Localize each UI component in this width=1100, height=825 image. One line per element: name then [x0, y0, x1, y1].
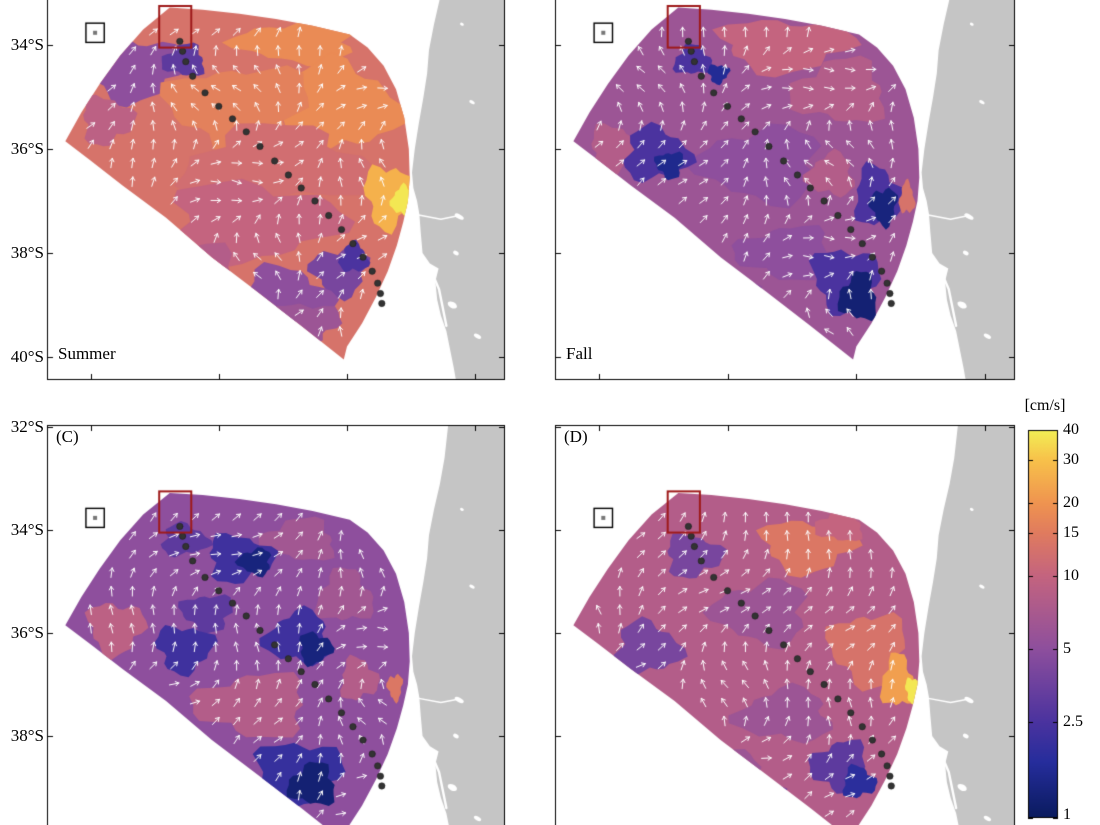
colorbar-tick-20: 20	[1063, 494, 1079, 511]
panel-label-c: (C)	[56, 427, 79, 446]
ytick-label-36s-bottom: 36°S	[10, 623, 44, 642]
ytick-label-34s-bottom: 34°S	[10, 520, 44, 539]
panel-label-fall: Fall	[566, 344, 593, 363]
colorbar-tick-1: 1	[1063, 806, 1071, 823]
ytick-label-34s-top: 34°S	[10, 35, 44, 54]
colorbar-tick-40: 40	[1063, 421, 1079, 438]
colorbar-tick-5: 5	[1063, 640, 1071, 657]
ytick-label-32s-bottom: 32°S	[10, 417, 44, 436]
ytick-label-40s-top: 40°S	[10, 347, 44, 366]
colorbar-tick-30: 30	[1063, 451, 1079, 468]
panel-label-summer: Summer	[58, 344, 116, 363]
colorbar-title: [cm/s]	[1024, 397, 1066, 414]
ytick-label-38s-bottom: 38°S	[10, 726, 44, 745]
ytick-label-38s-top: 38°S	[10, 243, 44, 262]
colorbar-tick-10: 10	[1063, 567, 1079, 584]
panel-label-d: (D)	[564, 427, 588, 446]
colorbar-tick-15: 15	[1063, 524, 1079, 541]
ytick-label-36s-top: 36°S	[10, 139, 44, 158]
colorbar-tick-2-5: 2.5	[1063, 713, 1083, 730]
